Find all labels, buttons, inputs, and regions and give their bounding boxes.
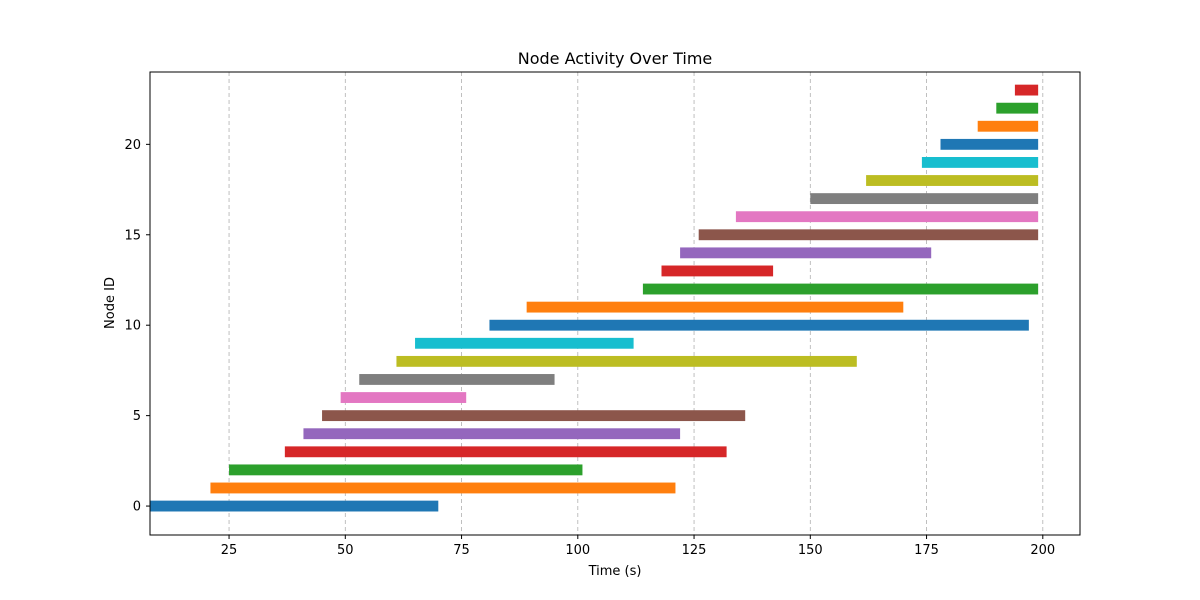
activity-bar-node-23 <box>1014 84 1039 96</box>
x-tick-label-25: 25 <box>221 543 238 558</box>
activity-bar-node-5 <box>322 410 746 422</box>
activity-bar-node-15 <box>698 229 1039 241</box>
plot-frame <box>149 71 1081 536</box>
activity-bar-node-4 <box>303 428 681 440</box>
activity-bar-node-16 <box>735 211 1039 223</box>
x-tick-label-50: 50 <box>337 543 354 558</box>
x-axis-label: Time (s) <box>588 564 642 579</box>
y-axis-label: Node ID <box>103 277 118 329</box>
x-tick-label-200: 200 <box>1030 543 1055 558</box>
activity-bar-node-20 <box>940 138 1039 150</box>
x-tick-label-150: 150 <box>798 543 823 558</box>
activity-bar-node-1 <box>210 482 676 494</box>
activity-bars <box>150 84 1039 512</box>
activity-bar-node-21 <box>977 120 1039 132</box>
activity-bar-node-11 <box>526 301 904 313</box>
x-tick-label-100: 100 <box>565 543 590 558</box>
x-axis-ticks: 25 50 75 100 125 150 175 200 <box>221 535 1055 558</box>
activity-bar-node-6 <box>340 392 467 403</box>
y-tick-label-10: 10 <box>124 319 141 334</box>
activity-bar-node-2 <box>229 464 583 476</box>
activity-bar-node-13 <box>661 265 774 277</box>
x-tick-label-125: 125 <box>682 543 707 558</box>
activity-bar-node-3 <box>284 446 727 458</box>
activity-bar-node-0 <box>150 500 439 512</box>
activity-bar-node-12 <box>642 283 1039 295</box>
activity-bar-node-17 <box>810 193 1039 205</box>
activity-bar-node-10 <box>489 319 1029 331</box>
y-axis-ticks: 0 5 10 15 20 <box>124 138 150 515</box>
x-tick-label-75: 75 <box>453 543 470 558</box>
y-tick-label-20: 20 <box>124 138 141 153</box>
activity-bar-node-18 <box>866 175 1039 186</box>
activity-bar-node-9 <box>415 337 634 349</box>
y-tick-label-5: 5 <box>133 409 141 424</box>
chart-title: Node Activity Over Time <box>518 49 713 68</box>
activity-bar-node-19 <box>921 157 1039 168</box>
y-tick-label-15: 15 <box>124 228 141 243</box>
y-tick-label-0: 0 <box>133 500 141 515</box>
x-tick-label-175: 175 <box>914 543 939 558</box>
activity-bar-node-22 <box>996 102 1039 114</box>
activity-bar-node-14 <box>680 247 932 259</box>
activity-bar-node-7 <box>359 374 555 385</box>
activity-bar-node-8 <box>396 355 857 367</box>
